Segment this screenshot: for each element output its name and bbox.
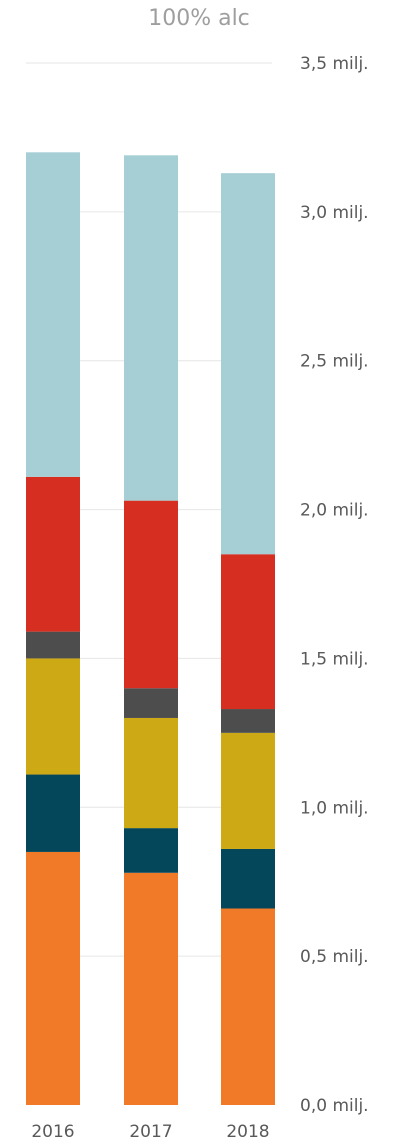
y-tick-label: 2,0 milj. bbox=[300, 501, 369, 521]
bar-segment-2016-4[interactable] bbox=[26, 631, 80, 659]
y-axis-ticks: 0,0 milj. 0,5 milj. 1,0 milj. 1,5 milj. 2,0 … bbox=[300, 54, 369, 1116]
x-axis-ticks: 2016 2017 2018 bbox=[31, 1122, 269, 1142]
bar-segment-2018-4[interactable] bbox=[221, 709, 275, 733]
bar-segment-2018-1[interactable] bbox=[221, 908, 275, 1105]
bar-segment-2017-2[interactable] bbox=[124, 828, 178, 873]
bar-segment-2016-2[interactable] bbox=[26, 774, 80, 852]
x-tick-label: 2016 bbox=[31, 1122, 74, 1142]
bar-segment-2017-3[interactable] bbox=[124, 717, 178, 829]
y-tick-label: 3,5 milj. bbox=[300, 54, 369, 74]
bar-segment-2018-3[interactable] bbox=[221, 732, 275, 849]
bar-segment-2016-5[interactable] bbox=[26, 476, 80, 632]
y-tick-label: 0,0 milj. bbox=[300, 1096, 369, 1116]
bar-segment-2016-6[interactable] bbox=[26, 152, 80, 477]
bar-segment-2018-5[interactable] bbox=[221, 554, 275, 710]
y-tick-label: 0,5 milj. bbox=[300, 947, 369, 967]
y-tick-label: 1,5 milj. bbox=[300, 649, 369, 669]
y-tick-label: 2,5 milj. bbox=[300, 352, 369, 372]
chart-title: 100% alc bbox=[148, 6, 250, 31]
bar-segment-2017-1[interactable] bbox=[124, 872, 178, 1105]
y-tick-label: 3,0 milj. bbox=[300, 203, 369, 223]
bar-segment-2018-6[interactable] bbox=[221, 173, 275, 555]
x-tick-label: 2017 bbox=[129, 1122, 172, 1142]
bar-segment-2016-3[interactable] bbox=[26, 658, 80, 775]
bar-segment-2017-5[interactable] bbox=[124, 500, 178, 689]
bar-segment-2018-2[interactable] bbox=[221, 848, 275, 909]
bar-segment-2017-4[interactable] bbox=[124, 688, 178, 718]
bar-segment-2016-1[interactable] bbox=[26, 851, 80, 1105]
bar-segment-2017-6[interactable] bbox=[124, 155, 178, 501]
y-tick-label: 1,0 milj. bbox=[300, 798, 369, 818]
bars bbox=[26, 152, 275, 1105]
x-tick-label: 2018 bbox=[226, 1122, 269, 1142]
